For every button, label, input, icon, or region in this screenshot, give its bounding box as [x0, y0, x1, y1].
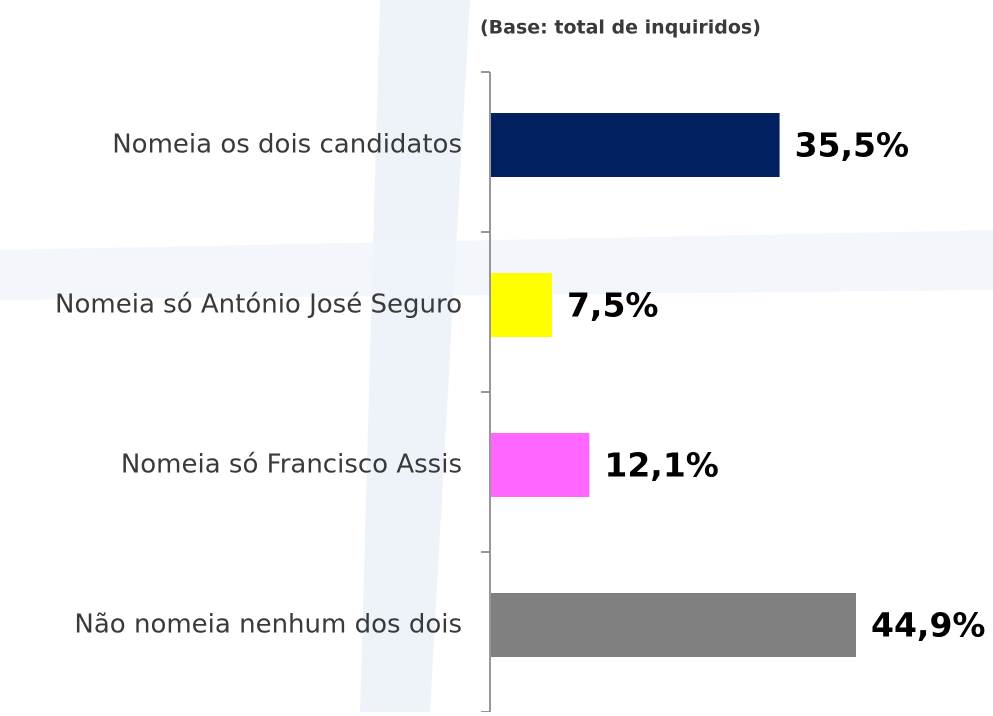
category-label: Nomeia os dois candidatos — [112, 130, 462, 160]
value-label: 35,5% — [795, 126, 910, 165]
category-label: Nomeia só António José Seguro — [55, 290, 462, 320]
watermark-ray — [360, 0, 470, 712]
chart-subtitle: (Base: total de inquiridos) — [480, 17, 761, 39]
bar — [491, 433, 590, 497]
bar — [491, 593, 856, 657]
bar — [491, 273, 552, 337]
category-label: Não nomeia nenhum dos dois — [74, 610, 462, 640]
category-label: Nomeia só Francisco Assis — [121, 450, 462, 480]
watermark-ray — [0, 230, 993, 300]
bar — [491, 113, 780, 177]
value-label: 44,9% — [871, 606, 986, 645]
value-label: 7,5% — [567, 286, 659, 325]
value-label: 12,1% — [604, 446, 719, 485]
